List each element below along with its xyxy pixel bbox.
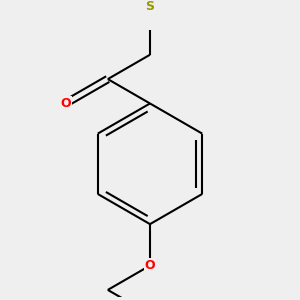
Text: O: O [145, 259, 155, 272]
Text: S: S [146, 0, 154, 13]
Text: O: O [60, 97, 71, 110]
